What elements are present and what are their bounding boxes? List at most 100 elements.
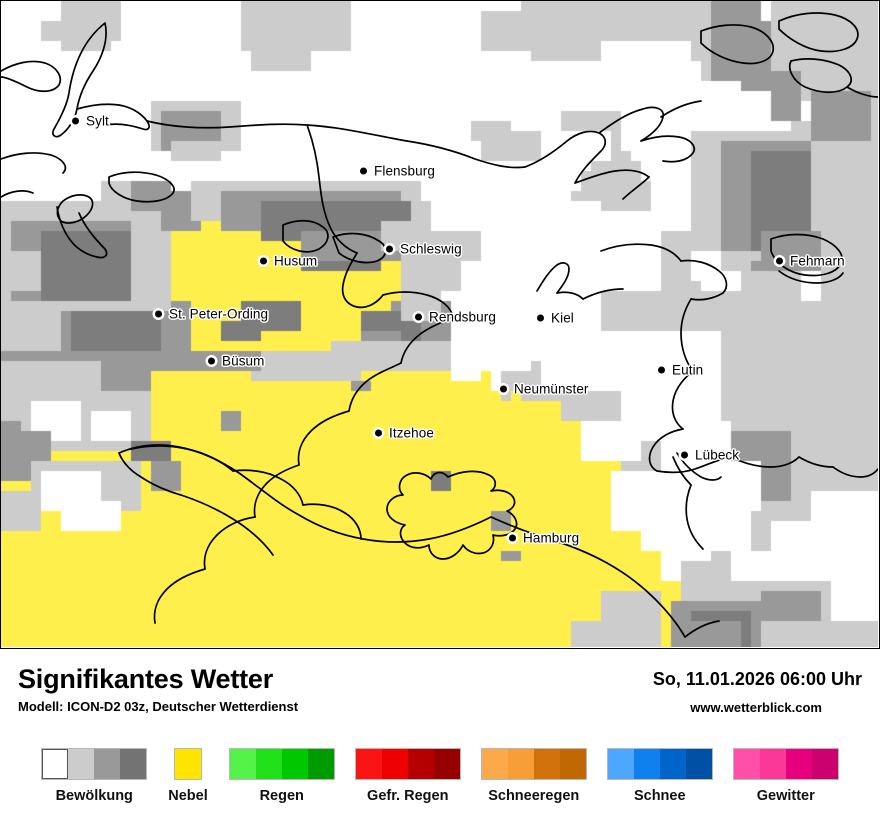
city-dot-icon (681, 451, 688, 459)
legend-label: Nebel (168, 788, 208, 804)
city-dot-icon (415, 313, 422, 321)
city-label: Rendsburg (429, 309, 496, 325)
legend-swatch (685, 749, 712, 779)
city-marker-st-peter-ording[interactable]: St. Peter-Ording (155, 307, 268, 322)
legend-group-schnee: Schnee (606, 748, 713, 804)
legend-swatch (281, 749, 308, 779)
city-label: Itzehoe (389, 425, 434, 441)
legend-swatches (174, 748, 202, 780)
city-marker-neum-nster[interactable]: Neumünster (500, 382, 589, 397)
city-dot-icon (537, 314, 544, 322)
website-url[interactable]: www.wetterblick.com (690, 700, 822, 715)
city-label: Lübeck (695, 447, 740, 463)
legend: Bewölkung Nebel Regen Gefr. Regen Schneerege… (0, 748, 880, 804)
title-block: Signifikantes Wetter Modell: ICON-D2 03z… (18, 664, 299, 715)
legend-swatches (41, 748, 148, 780)
city-dot-icon (360, 167, 367, 175)
city-marker-hamburg[interactable]: Hamburg (509, 531, 579, 546)
city-marker-husum[interactable]: Husum (260, 254, 317, 269)
legend-group-gewitter: Gewitter (732, 748, 839, 804)
legend-swatch (229, 749, 256, 779)
legend-swatch (633, 749, 660, 779)
city-label: Sylt (86, 113, 109, 129)
legend-swatch (355, 749, 382, 779)
legend-label: Gewitter (756, 788, 815, 804)
city-dot-icon (208, 357, 215, 365)
legend-swatches (228, 748, 335, 780)
legend-swatches (732, 748, 839, 780)
city-marker-itzehoe[interactable]: Itzehoe (375, 426, 434, 441)
model-subtitle: Modell: ICON-D2 03z, Deutscher Wetterdie… (18, 699, 299, 715)
legend-label: Regen (259, 788, 304, 804)
legend-swatch (307, 749, 334, 779)
legend-swatch (407, 749, 434, 779)
city-dot-icon (72, 117, 79, 125)
legend-swatch (607, 749, 634, 779)
legend-label: Schnee (633, 788, 686, 804)
city-marker-schleswig[interactable]: Schleswig (386, 242, 462, 257)
city-dot-icon (386, 245, 393, 253)
legend-swatch (733, 749, 760, 779)
legend-label: Gefr. Regen (367, 788, 449, 804)
legend-group-schneeregen: Schneeregen (480, 748, 587, 804)
legend-group-gefr-regen: Gefr. Regen (354, 748, 461, 804)
weather-map-panel[interactable]: Sylt Flensburg Husum Schleswig Fehmarn St. Pe… (0, 0, 880, 649)
legend-swatch (559, 749, 586, 779)
city-marker-eutin[interactable]: Eutin (658, 363, 703, 378)
forecast-datetime: So, 11.01.2026 06:00 Uhr (652, 669, 862, 689)
city-dot-icon (260, 257, 267, 265)
legend-swatch (533, 749, 560, 779)
legend-swatch (94, 749, 121, 779)
legend-swatch (481, 749, 508, 779)
city-marker-l-beck[interactable]: Lübeck (681, 448, 739, 463)
legend-label: Schneeregen (488, 788, 580, 804)
city-marker-b-sum[interactable]: Büsum (208, 354, 265, 369)
legend-swatch (759, 749, 786, 779)
legend-swatch (255, 749, 282, 779)
city-label: Husum (274, 253, 318, 269)
footer-panel: Signifikantes Wetter Modell: ICON-D2 03z… (0, 649, 880, 830)
city-label: Hamburg (523, 530, 580, 546)
legend-swatch (68, 749, 95, 779)
city-label: Neumünster (514, 381, 589, 397)
city-dot-icon (658, 366, 665, 374)
legend-group-nebel: Nebel (168, 748, 208, 804)
city-label: Flensburg (374, 163, 435, 179)
city-dot-icon (375, 429, 382, 437)
legend-swatch (381, 749, 408, 779)
legend-group-regen: Regen (228, 748, 335, 804)
city-label: Kiel (551, 310, 574, 326)
legend-group-bew-lkung: Bewölkung (41, 748, 148, 804)
city-marker-rendsburg[interactable]: Rendsburg (415, 310, 496, 325)
city-label: St. Peter-Ording (169, 306, 269, 322)
city-marker-kiel[interactable]: Kiel (537, 311, 574, 326)
legend-swatch (175, 749, 201, 779)
legend-swatch (507, 749, 534, 779)
city-marker-fehmarn[interactable]: Fehmarn (776, 254, 845, 269)
legend-swatch (659, 749, 686, 779)
city-dot-icon (500, 385, 507, 393)
legend-swatch (120, 749, 147, 779)
legend-swatch (433, 749, 460, 779)
legend-swatch (42, 749, 69, 779)
legend-swatch (811, 749, 838, 779)
city-dot-icon (776, 257, 783, 265)
coast-sylt (52, 22, 107, 138)
legend-swatches (606, 748, 713, 780)
coastline-border-layer (1, 12, 878, 638)
city-dot-icon (509, 534, 516, 542)
legend-swatches (480, 748, 587, 780)
city-label: Eutin (672, 362, 704, 378)
city-marker-flensburg[interactable]: Flensburg (360, 164, 435, 179)
legend-label: Bewölkung (55, 788, 133, 804)
city-label: Schleswig (400, 241, 462, 257)
legend-swatches (354, 748, 461, 780)
city-marker-sylt[interactable]: Sylt (72, 114, 109, 129)
meta-block: So, 11.01.2026 06:00 Uhr www.wetterblick… (653, 669, 862, 715)
city-label: Büsum (222, 353, 265, 369)
page-title: Signifikantes Wetter (18, 664, 274, 694)
city-label: Fehmarn (790, 253, 845, 269)
legend-swatch (785, 749, 812, 779)
city-dot-icon (155, 310, 162, 318)
